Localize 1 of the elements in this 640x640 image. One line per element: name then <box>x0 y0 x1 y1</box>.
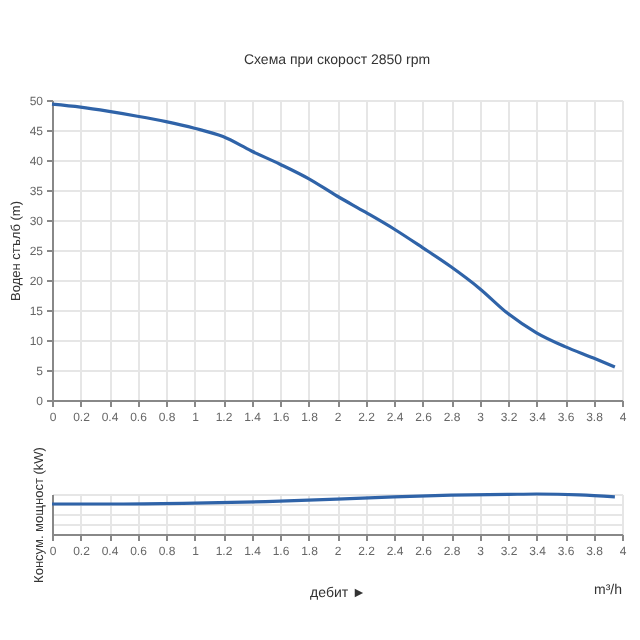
line-series <box>50 102 617 369</box>
